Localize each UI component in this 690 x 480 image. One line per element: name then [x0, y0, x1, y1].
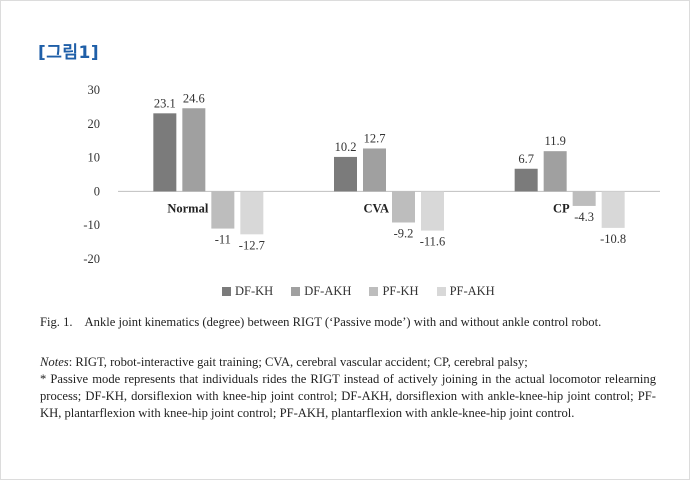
bar-pf-akh-cva [421, 191, 444, 231]
legend-swatch [291, 287, 301, 296]
data-label: 23.1 [154, 96, 176, 110]
bar-df-akh-normal [182, 108, 206, 192]
y-tick-label: 30 [88, 83, 101, 97]
y-tick-label: 0 [94, 184, 100, 198]
data-label: -11.6 [420, 235, 446, 249]
data-label: 6.7 [518, 152, 534, 166]
bar-pf-akh-normal [240, 191, 264, 235]
y-tick-label: 20 [88, 117, 101, 131]
bar-pf-kh-cva [392, 191, 415, 223]
legend-item: DF-KH [222, 284, 273, 299]
category-label: Normal [167, 201, 208, 215]
legend-swatch [222, 287, 231, 296]
figure-notes: Notes: RIGT, robot-interactive gait trai… [40, 354, 656, 422]
data-label: -9.2 [394, 226, 414, 240]
bar-pf-akh-cp [601, 191, 625, 228]
data-label: -4.3 [574, 210, 594, 224]
legend-swatch [369, 287, 379, 296]
notes-abbreviations: : RIGT, robot-interactive gait training;… [68, 355, 528, 369]
figure-number: Fig. 1. [40, 315, 73, 329]
category-label: CVA [364, 201, 389, 215]
data-label: -10.8 [600, 232, 626, 246]
legend-item: PF-AKH [436, 284, 495, 299]
bar-df-kh-cva [334, 156, 357, 192]
legend-item: DF-AKH [291, 284, 351, 299]
bar-pf-kh-cp [572, 191, 596, 206]
data-label: 24.6 [183, 91, 205, 105]
legend-label: DF-AKH [304, 284, 352, 298]
bar-pf-kh-normal [211, 191, 235, 229]
bar-chart: 30 20 10 0 -10 -20 23.1 24.6 -11 -12.7 Normal 10.2 1… [83, 83, 660, 266]
data-label: 10.2 [335, 140, 357, 154]
notes-label: Notes [40, 355, 69, 369]
notes-line-2: * Passive mode represents that individua… [40, 372, 656, 420]
data-label: 12.7 [364, 131, 386, 145]
bar-df-kh-cp [514, 168, 538, 192]
y-tick-label: 10 [88, 151, 101, 165]
data-label: -11 [215, 233, 231, 247]
chart-legend: DF-KH DF-AKH PF-KH PF-AKH [222, 284, 495, 299]
legend-label: PF-KH [382, 284, 419, 298]
bar-df-kh-normal [153, 113, 177, 192]
legend-item: PF-KH [369, 284, 419, 299]
legend-label: DF-KH [235, 284, 274, 298]
category-label: CP [553, 201, 570, 215]
notes-line-1: Notes: RIGT, robot-interactive gait trai… [40, 354, 656, 371]
data-label: -12.7 [239, 238, 265, 252]
y-tick-label: -10 [83, 218, 100, 232]
figure-caption: Fig. 1. Ankle joint kinematics (degree) b… [40, 314, 656, 331]
figure-label: [그림1] [38, 43, 100, 63]
caption-text: Ankle joint kinematics (degree) between … [84, 315, 602, 329]
y-tick-label: -20 [83, 252, 100, 266]
data-label: 11.9 [544, 134, 565, 148]
bar-df-akh-cva [363, 148, 386, 192]
legend-swatch [436, 287, 446, 296]
bar-df-akh-cp [543, 151, 567, 192]
legend-label: PF-AKH [449, 284, 495, 298]
